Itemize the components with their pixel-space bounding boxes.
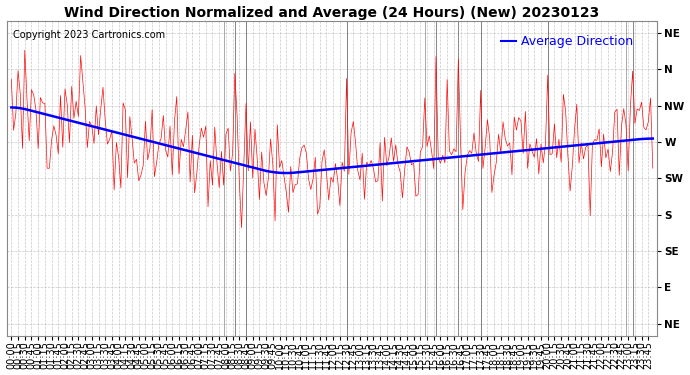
Title: Wind Direction Normalized and Average (24 Hours) (New) 20230123: Wind Direction Normalized and Average (2… [64, 6, 600, 20]
Text: Copyright 2023 Cartronics.com: Copyright 2023 Cartronics.com [13, 30, 166, 40]
Legend: Average Direction: Average Direction [496, 30, 638, 53]
